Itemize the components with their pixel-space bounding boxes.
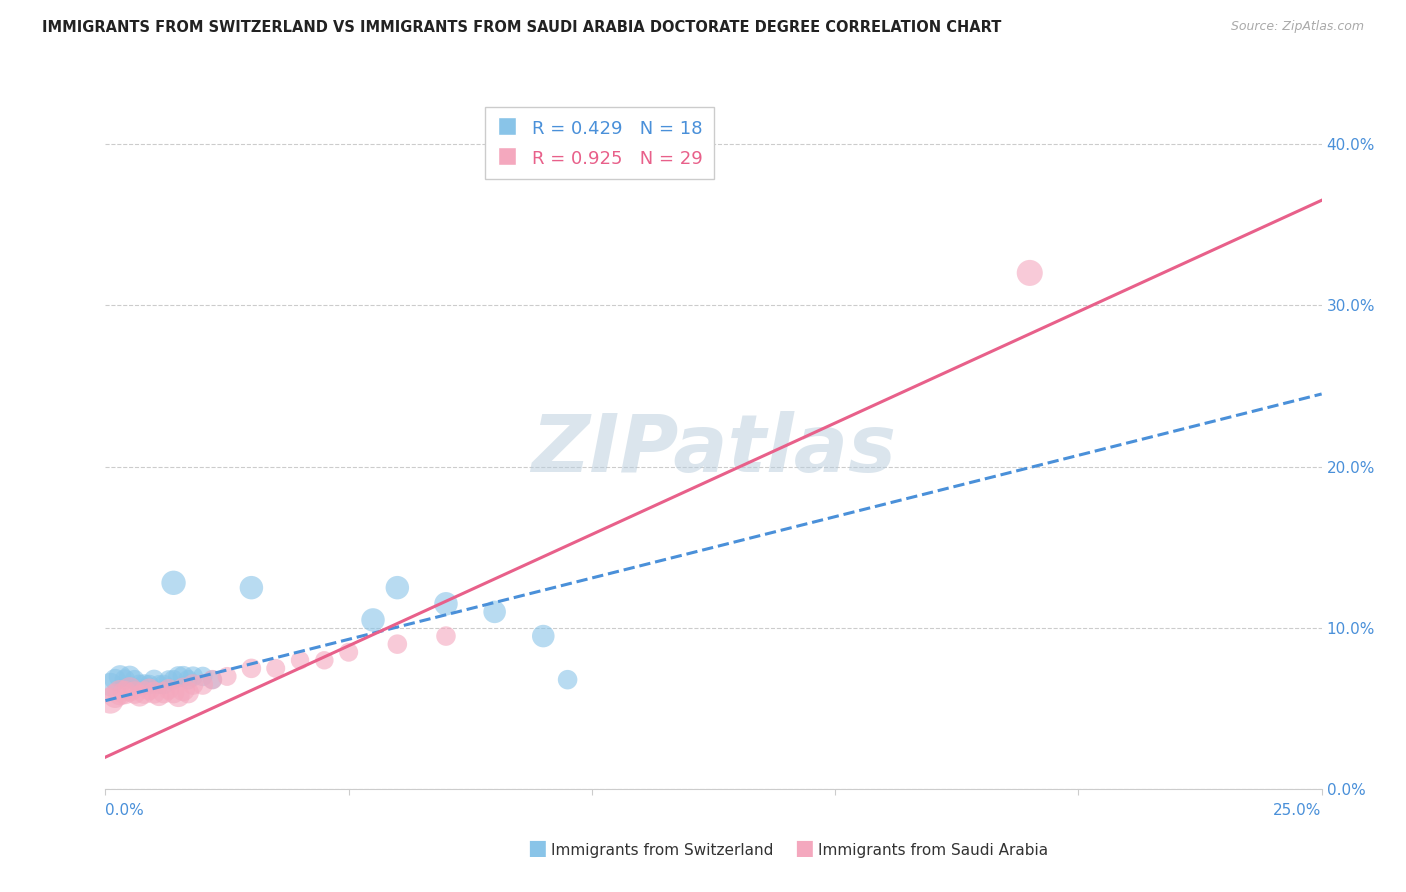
Point [217,669,239,683]
Point [162,685,184,699]
Point [240,661,263,675]
Text: Source: ZipAtlas.com: Source: ZipAtlas.com [1230,20,1364,33]
Point [124,673,146,687]
Point [138,677,160,691]
Point [153,677,176,691]
Point [148,677,170,691]
Text: Immigrants from Switzerland: Immigrants from Switzerland [551,843,773,858]
Point [201,673,224,687]
Point [191,669,214,683]
Point [143,685,166,699]
Text: IMMIGRANTS FROM SWITZERLAND VS IMMIGRANTS FROM SAUDI ARABIA DOCTORATE DEGREE COR: IMMIGRANTS FROM SWITZERLAND VS IMMIGRANT… [42,20,1001,35]
Text: Immigrants from Saudi Arabia: Immigrants from Saudi Arabia [818,843,1049,858]
Point [172,669,194,683]
Text: ■: ■ [527,838,547,858]
Point [114,685,136,699]
Point [361,613,384,627]
Legend: R = 0.429   N = 18, R = 0.925   N = 29: R = 0.429 N = 18, R = 0.925 N = 29 [485,107,714,179]
Point [172,682,194,697]
Point [134,677,156,691]
Point [162,673,184,687]
Point [167,669,190,683]
Point [201,673,224,687]
Point [1018,266,1040,280]
Point [153,685,176,699]
Point [128,689,150,703]
Text: ■: ■ [794,838,814,858]
Point [124,685,146,699]
Point [157,673,180,687]
Point [191,677,214,691]
Point [387,581,409,595]
Point [177,673,200,687]
Point [181,677,204,691]
Text: 25.0%: 25.0% [1274,803,1322,818]
Point [557,673,579,687]
Point [157,682,180,697]
Point [177,685,200,699]
Text: 0.0%: 0.0% [105,803,145,818]
Point [108,685,131,699]
Point [98,693,121,707]
Point [240,581,263,595]
Point [98,677,121,691]
Point [138,682,160,697]
Point [128,677,150,691]
Point [114,673,136,687]
Point [531,629,554,643]
Point [162,575,184,590]
Point [108,669,131,683]
Point [148,689,170,703]
Point [118,669,141,683]
Point [181,669,204,683]
Point [167,689,190,703]
Point [434,597,457,611]
Point [337,645,360,659]
Point [134,685,156,699]
Point [387,637,409,651]
Text: ZIPatlas: ZIPatlas [531,411,896,490]
Point [104,689,127,703]
Point [143,673,166,687]
Point [288,653,311,667]
Point [118,682,141,697]
Point [104,673,127,687]
Point [484,605,506,619]
Point [314,653,336,667]
Point [434,629,457,643]
Point [264,661,287,675]
